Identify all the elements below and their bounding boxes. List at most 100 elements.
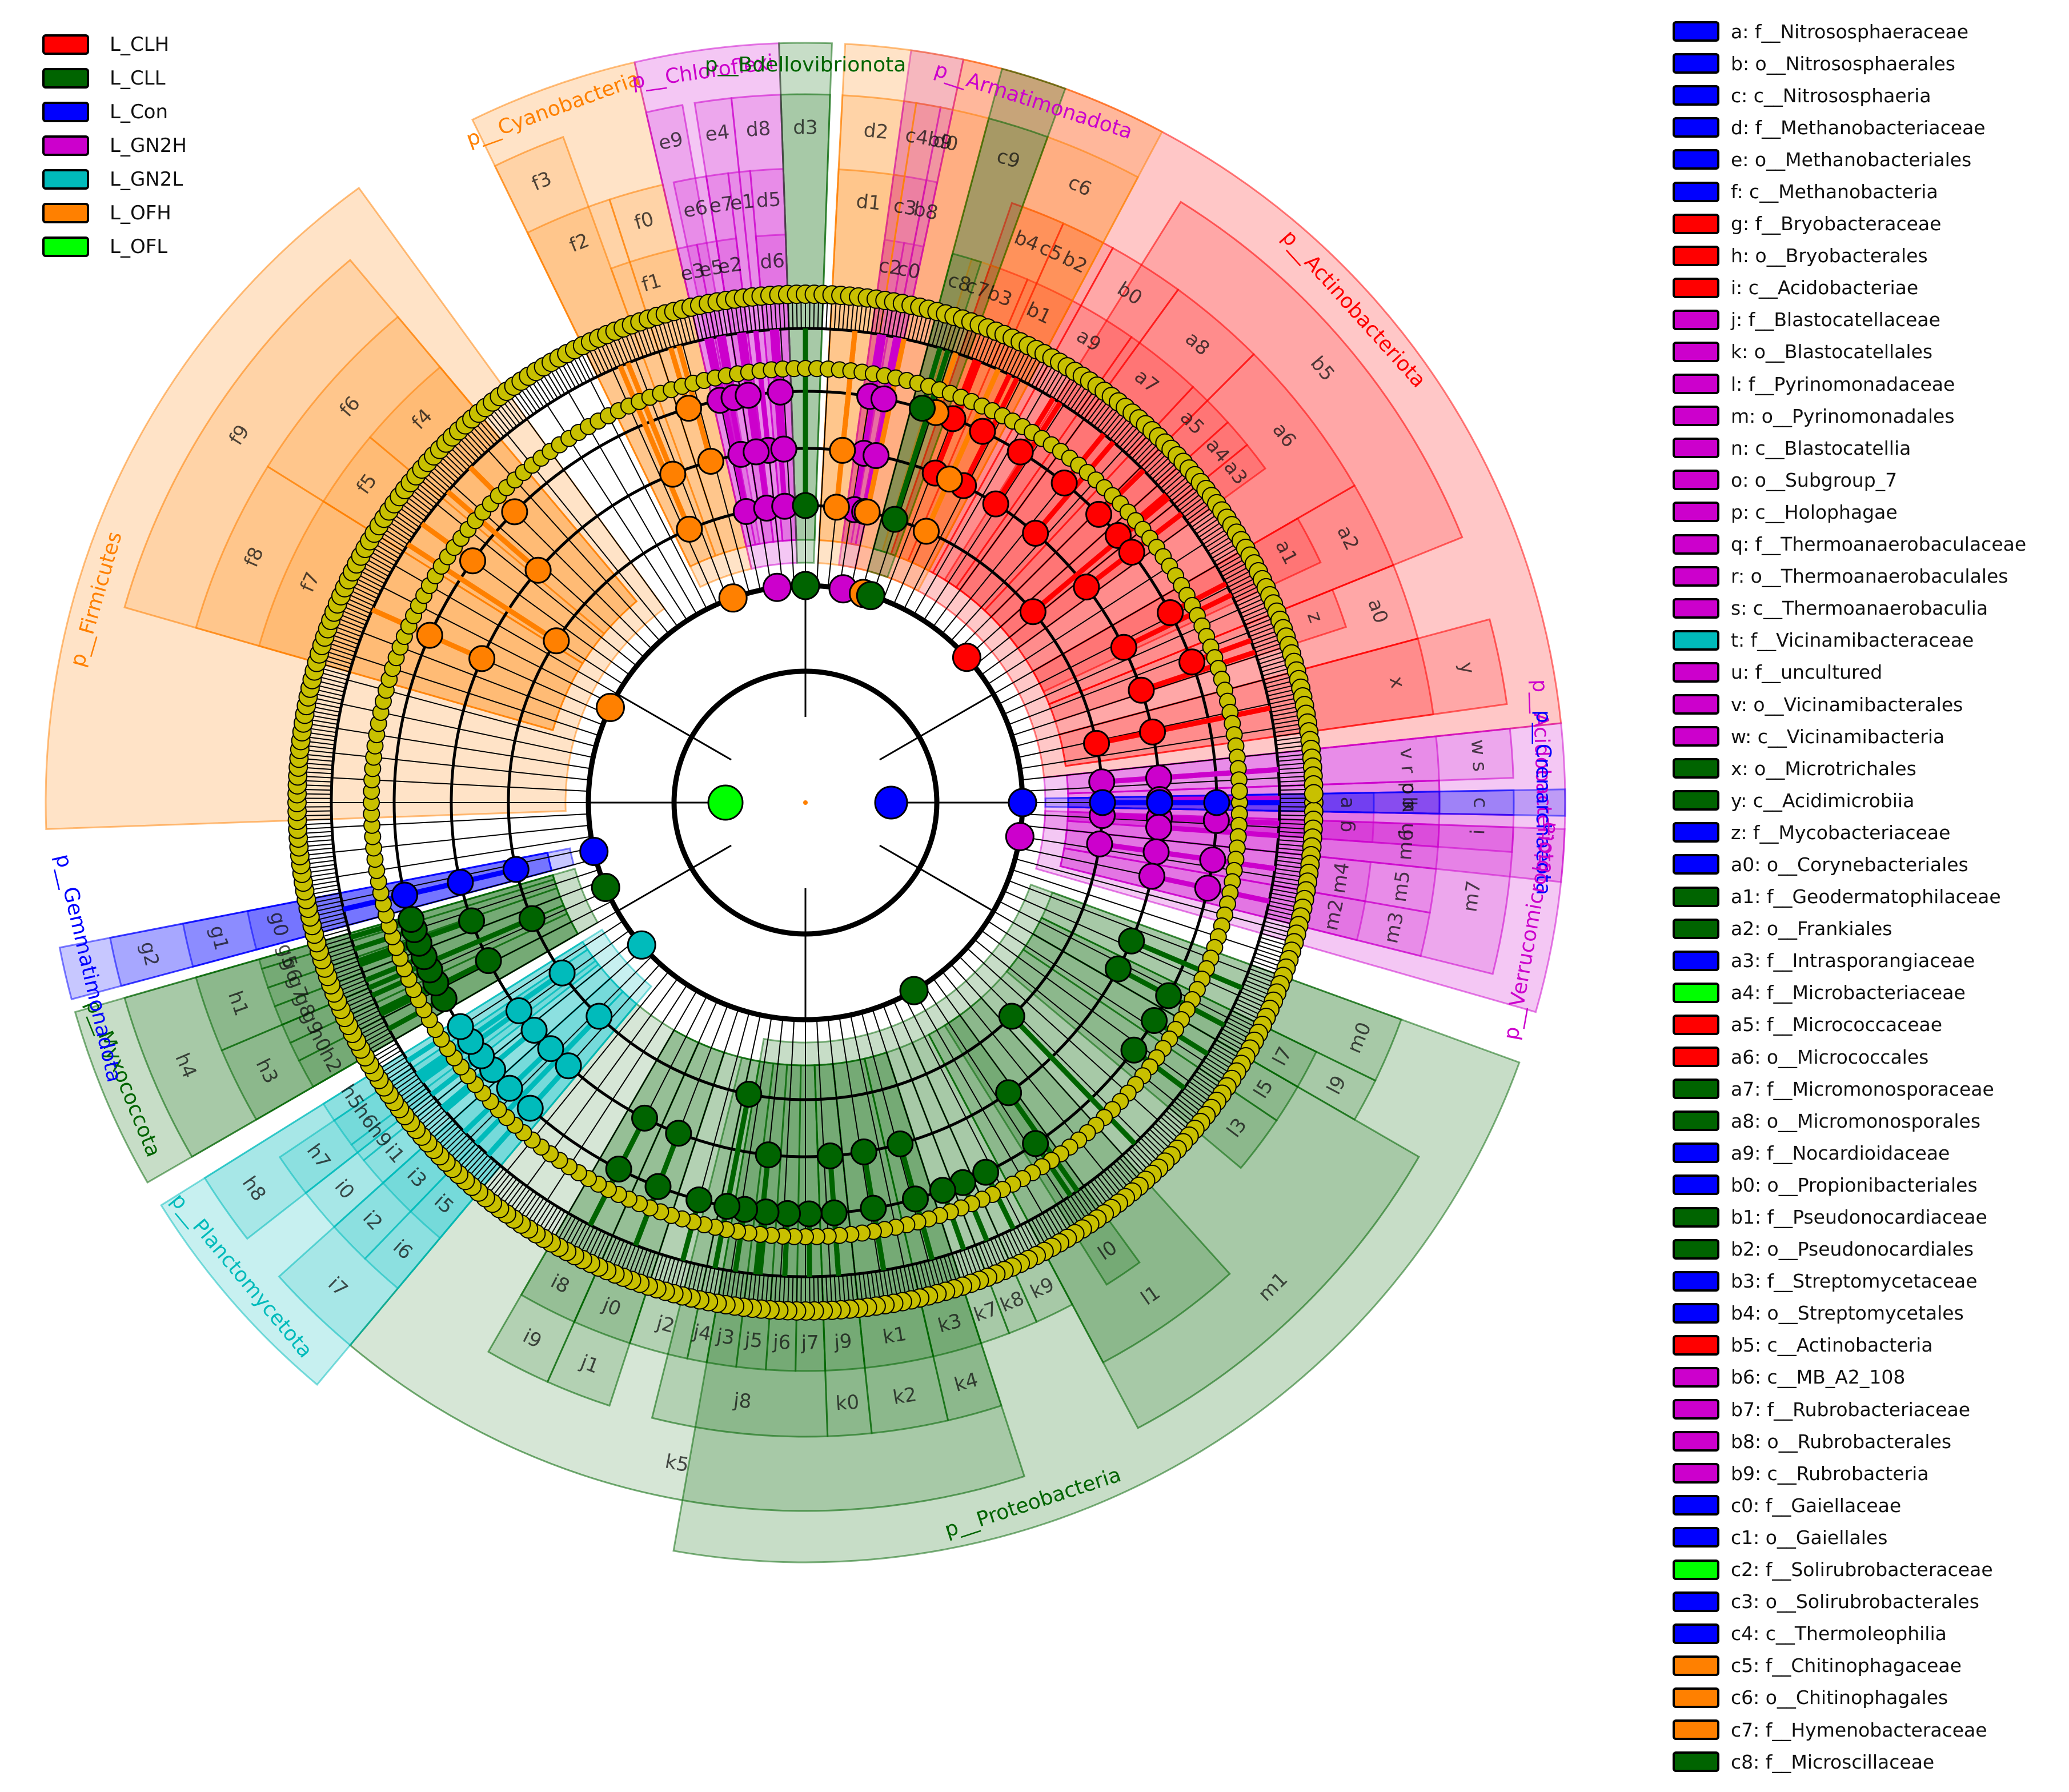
taxa-legend-swatch	[1673, 886, 1719, 907]
leaf-branch	[1276, 740, 1305, 745]
leaf-branch	[565, 360, 580, 387]
leaf-branch	[871, 1272, 876, 1301]
clade-label: c	[1469, 797, 1492, 808]
leaf-branch	[426, 1113, 448, 1133]
clade-label: d6	[759, 249, 785, 274]
leaf-branch	[1134, 1143, 1156, 1165]
leaf-branch	[1005, 347, 1019, 374]
clade-node	[853, 498, 881, 526]
clade-node	[468, 645, 496, 672]
leaf-branch	[1080, 392, 1098, 417]
leaf-branch	[1277, 847, 1306, 852]
leaf-branch	[963, 328, 974, 356]
leaf-branch	[967, 1248, 978, 1276]
taxa-legend-label: r: o__Thermoanaerobaculales	[1731, 565, 2008, 588]
leaf-branch	[320, 928, 349, 938]
leaf-branch	[986, 1240, 999, 1268]
leaf-branch	[359, 570, 386, 584]
taxa-legend-swatch	[1673, 117, 1719, 138]
leaf-branch	[1128, 434, 1149, 456]
leaf-branch	[1027, 1221, 1042, 1247]
leaf-branch	[825, 300, 828, 329]
leaf-branch	[923, 315, 932, 344]
genus-node	[1230, 783, 1248, 800]
taxa-legend-item: c: c__Nitrososphaeria	[1673, 79, 2026, 111]
leaf-branch	[1211, 1046, 1237, 1063]
leaf-branch	[499, 403, 518, 427]
leaf-branch	[1165, 1110, 1188, 1130]
leaf-branch	[305, 851, 334, 856]
leaf-branch	[306, 740, 335, 745]
taxa-legend-item: a4: f__Microbacteriaceae	[1673, 977, 2026, 1009]
leaf-branch	[576, 1225, 591, 1251]
leaf-branch	[1134, 440, 1156, 462]
leaf-branch	[1231, 1009, 1258, 1024]
taxa-legend-swatch	[1673, 758, 1719, 779]
leaf-branch	[1168, 1107, 1191, 1126]
phylum-node	[952, 643, 981, 672]
leaf-branch	[1140, 1137, 1161, 1158]
taxa-legend-item: a6: o__Micrococcales	[1673, 1041, 2026, 1073]
leaf-branch	[524, 385, 541, 410]
leaf-branch	[1245, 614, 1272, 626]
taxa-legend-label: a2: o__Frankiales	[1731, 917, 1892, 940]
leaf-branch	[915, 314, 924, 342]
leaf-branch	[624, 1245, 636, 1272]
clade-node	[644, 1173, 672, 1200]
leaf-branch	[1109, 417, 1129, 440]
leaf-branch	[675, 316, 684, 345]
leaf-branch	[670, 1259, 680, 1288]
taxa-legend-swatch	[1673, 918, 1719, 939]
leaf-branch	[406, 1091, 430, 1109]
clade-label: d5	[756, 188, 782, 213]
leaf-branch	[319, 672, 348, 681]
clade-node	[1073, 574, 1100, 601]
leaf-branch	[1152, 1125, 1174, 1146]
leaf-branch	[1228, 1017, 1254, 1032]
phylum-node	[591, 872, 620, 902]
leaf-branch	[332, 964, 360, 975]
leaf-branch	[1279, 784, 1308, 787]
taxa-legend-swatch	[1673, 502, 1719, 523]
leaf-branch	[568, 358, 584, 384]
taxa-legend-swatch	[1673, 1399, 1719, 1420]
leaf-branch	[687, 1263, 696, 1292]
leaf-branch	[867, 304, 872, 333]
taxa-legend-swatch	[1673, 1751, 1719, 1773]
leaf-branch	[1005, 1232, 1019, 1258]
leaf-branch	[311, 710, 340, 717]
leaf-branch	[1279, 818, 1308, 821]
clade-node	[713, 1193, 741, 1220]
clade-node	[447, 868, 474, 896]
taxa-legend-label: v: o__Vicinamibacterales	[1731, 693, 1963, 716]
leaf-branch	[730, 305, 736, 334]
clade-branch	[840, 331, 858, 451]
taxa-legend-swatch	[1673, 1111, 1719, 1132]
leaf-branch	[1260, 936, 1288, 946]
taxa-legend-label: u: f__uncultured	[1731, 661, 1883, 684]
leaf-branch	[887, 307, 893, 336]
leaf-branch	[1253, 956, 1281, 967]
leaf-branch	[408, 492, 432, 511]
leaf-branch	[1279, 788, 1308, 791]
leaf-branch	[1038, 364, 1054, 391]
clade-label: e4	[704, 121, 731, 146]
taxa-legend-label: t: f__Vicinamibacteraceae	[1731, 629, 1974, 652]
leaf-branch	[1231, 582, 1258, 596]
leaf-branch	[340, 610, 368, 622]
taxa-legend-label: a9: f__Nocardioidaceae	[1731, 1141, 1950, 1164]
leaf-branch	[761, 302, 765, 331]
leaf-branch	[637, 1249, 648, 1277]
leaf-branch	[1205, 532, 1230, 548]
leaf-branch	[821, 300, 824, 329]
leaf-branch	[1254, 642, 1282, 653]
clade-label: d1	[855, 190, 882, 215]
clade-label: e9	[657, 127, 685, 155]
leaf-branch	[1140, 447, 1161, 468]
leaf-branch	[1263, 672, 1292, 681]
taxa-legend-swatch	[1673, 1559, 1719, 1580]
leaf-branch	[743, 303, 748, 332]
leaf-branch	[717, 307, 724, 336]
taxa-legend-label: b7: f__Rubrobacteriaceae	[1731, 1398, 1970, 1421]
leaf-branch	[1217, 554, 1244, 570]
